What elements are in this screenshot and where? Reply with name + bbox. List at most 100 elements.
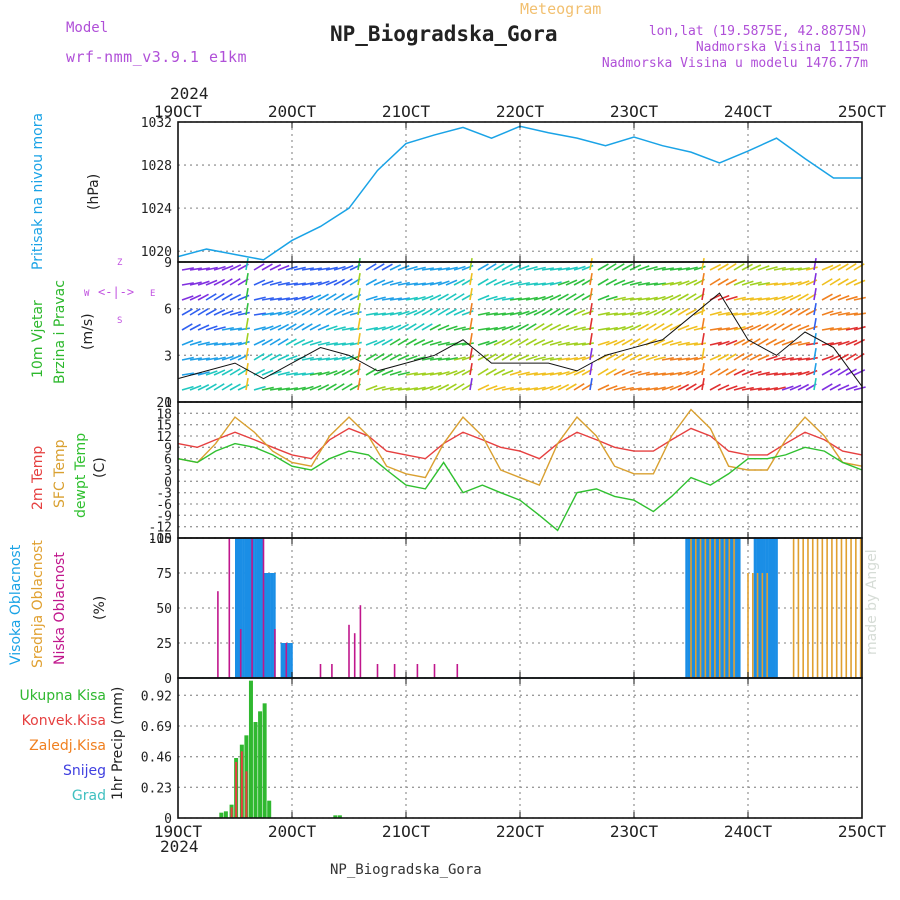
pressure-tick-label: 1020 (141, 245, 172, 260)
wind-arrow (229, 368, 241, 376)
wind-arrow (605, 353, 617, 361)
wind-arrow (685, 308, 697, 316)
wind-arrow (741, 263, 753, 271)
wind-arrow (245, 273, 249, 286)
wind-arrow (357, 333, 361, 346)
wind-arrow (629, 387, 642, 391)
wind-arrow (549, 294, 562, 301)
wind-arrow (749, 387, 762, 391)
wind-arrow (677, 383, 690, 391)
wind-arrow (557, 267, 570, 271)
wind-tick-label: 0 (164, 396, 172, 411)
wind-arrow (653, 386, 666, 391)
wind-arrow (245, 363, 249, 376)
wind-arrow (789, 384, 802, 391)
wind-arrow (373, 385, 386, 391)
wind-arrow (429, 267, 442, 271)
wind-arrow (501, 312, 514, 316)
wind-arrow (261, 280, 274, 286)
wind-arrow (437, 324, 450, 331)
wind-arrow (501, 369, 514, 376)
wind-arrow (773, 372, 786, 376)
high-cloud-bar (280, 643, 284, 678)
wind-arrow (557, 280, 570, 286)
wind-arrow (309, 267, 322, 271)
wind-arrow (501, 353, 513, 361)
wind-arrow (805, 325, 818, 331)
wind-arrow (749, 324, 762, 331)
wind-arrow (205, 308, 217, 316)
wind-arrow (333, 309, 346, 316)
wind-arrow (317, 341, 330, 346)
time-label-bottom: 24OCT (724, 822, 773, 841)
total-rain-bar (253, 722, 258, 818)
wind-arrow (349, 341, 362, 346)
wind-arrow (549, 340, 562, 346)
high-cloud-bar (290, 643, 293, 678)
wind-arrow (269, 338, 281, 346)
wind-arrow (757, 297, 770, 301)
wind-arrow (277, 264, 290, 271)
wind-arrow (341, 278, 353, 286)
cloud-tick-label: 100 (149, 532, 172, 547)
wind-arrow (773, 308, 786, 316)
wind-arrow (653, 266, 666, 271)
wind-arrow (701, 363, 705, 376)
wind-arrow (381, 353, 393, 361)
wind-arrow (637, 323, 649, 331)
temp-tick-label: 9 (164, 441, 172, 456)
wind-arrow (485, 326, 498, 331)
total-rain-bar (258, 711, 263, 818)
wind-arrow (757, 323, 769, 331)
wind-arrow (181, 385, 194, 391)
wind-arrow (733, 338, 746, 346)
wind-arrow (677, 267, 690, 271)
wind-arrow (845, 312, 858, 316)
total-rain-bar (267, 800, 272, 818)
wind-arrow (493, 263, 505, 271)
wind-arrow (197, 293, 209, 301)
wind-arrow (253, 279, 266, 286)
wind-arrow (453, 369, 466, 376)
wind-arrow (421, 356, 434, 361)
wind-arrow (757, 387, 770, 391)
wind-arrow (213, 278, 226, 286)
wind-arrow (469, 258, 473, 271)
wind-arrow (429, 281, 442, 286)
wind-arrow (829, 311, 842, 316)
wind-arrow (421, 308, 433, 316)
wind-arrow (709, 383, 721, 391)
wind-arrow (277, 323, 289, 331)
wind-tick-label: 3 (164, 349, 172, 364)
convective-rain-bar (235, 762, 238, 818)
wind-arrow (389, 338, 401, 346)
wind-arrow (189, 384, 202, 391)
wind-arrow (789, 308, 801, 316)
time-label-top: 24OCT (724, 102, 773, 121)
wind-arrow (381, 312, 394, 316)
wind-arrow (557, 324, 570, 331)
wind-arrow (645, 296, 658, 301)
wind-arrow (221, 342, 234, 346)
wind-arrow (797, 324, 810, 331)
wind-arrow (333, 278, 346, 286)
wind-arrow (205, 357, 218, 361)
wind-arrow (773, 323, 785, 331)
wind-arrow (253, 263, 265, 271)
wind-arrow (717, 353, 729, 361)
wind-arrow (741, 325, 754, 331)
wind-arrow (765, 309, 778, 316)
wind-arrow (365, 353, 377, 361)
wind-arrow (397, 371, 410, 376)
wind-arrow (229, 278, 241, 286)
wind-arrow (325, 370, 338, 376)
wind-arrow (709, 327, 722, 331)
wind-arrow (797, 308, 809, 316)
wind-arrow (533, 372, 546, 376)
wind-arrow (285, 282, 298, 286)
wind-arrow (533, 356, 546, 361)
wind-arrow (293, 372, 306, 376)
wind-arrow (829, 383, 841, 391)
wind-arrow (605, 278, 618, 286)
wind-arrow (517, 310, 530, 316)
